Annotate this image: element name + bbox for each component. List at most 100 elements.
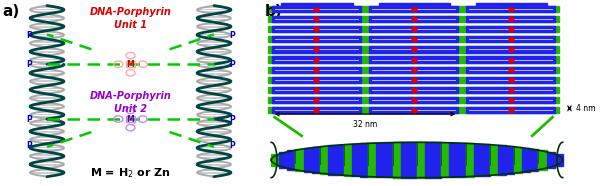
Text: P: P xyxy=(26,60,32,69)
Bar xyxy=(530,149,538,171)
Bar xyxy=(466,143,473,177)
Text: M: M xyxy=(127,115,134,124)
Bar xyxy=(369,67,458,73)
Bar xyxy=(268,87,559,93)
Bar xyxy=(466,46,556,52)
Bar xyxy=(498,145,506,175)
Bar xyxy=(554,154,563,166)
Text: P: P xyxy=(229,60,235,69)
Bar xyxy=(547,152,554,168)
Bar xyxy=(379,3,450,6)
Bar xyxy=(490,145,498,175)
Bar xyxy=(272,77,361,83)
Bar xyxy=(482,144,490,176)
Bar xyxy=(514,147,522,173)
Bar xyxy=(466,16,556,22)
Bar xyxy=(295,149,304,171)
Text: P: P xyxy=(229,31,235,40)
Bar xyxy=(476,3,547,6)
Bar xyxy=(392,142,401,177)
Bar xyxy=(304,148,311,172)
Bar xyxy=(344,144,352,176)
Bar xyxy=(466,87,556,93)
Bar xyxy=(369,77,458,83)
Bar xyxy=(369,87,458,93)
Text: P: P xyxy=(229,115,235,124)
Bar xyxy=(466,67,556,73)
Bar xyxy=(466,26,556,32)
Bar xyxy=(425,142,433,178)
Text: 4 nm: 4 nm xyxy=(576,104,596,113)
Bar xyxy=(401,142,409,178)
Bar xyxy=(466,107,556,113)
Bar xyxy=(272,87,361,93)
Text: M = H$_2$ or Zn: M = H$_2$ or Zn xyxy=(90,167,171,180)
Bar xyxy=(268,56,559,63)
Bar xyxy=(457,143,466,177)
Bar xyxy=(268,26,559,32)
Bar xyxy=(272,107,361,113)
Text: P: P xyxy=(26,115,32,124)
Bar xyxy=(272,56,361,63)
Bar xyxy=(352,144,360,176)
Bar xyxy=(271,154,279,166)
Bar xyxy=(272,46,361,52)
Text: 32 nm: 32 nm xyxy=(353,120,377,129)
Bar xyxy=(409,142,417,178)
Bar xyxy=(328,145,336,175)
Bar xyxy=(466,36,556,42)
Bar xyxy=(272,67,361,73)
Bar xyxy=(466,97,556,103)
Bar xyxy=(336,145,344,175)
Bar xyxy=(369,6,458,12)
Bar xyxy=(320,146,328,174)
Bar xyxy=(506,146,514,174)
Bar xyxy=(369,46,458,52)
Text: M: M xyxy=(127,60,134,69)
Bar xyxy=(441,142,449,177)
Bar xyxy=(287,150,295,170)
Bar xyxy=(376,143,385,177)
Text: DNA-Porphyrin
Unit 2: DNA-Porphyrin Unit 2 xyxy=(89,91,172,113)
Bar xyxy=(522,148,530,172)
Bar xyxy=(272,16,361,22)
Bar xyxy=(369,36,458,42)
Bar xyxy=(433,142,441,177)
Bar xyxy=(279,152,287,168)
Text: P: P xyxy=(229,141,235,150)
Bar xyxy=(369,16,458,22)
Bar xyxy=(417,142,425,178)
Bar xyxy=(268,67,559,73)
Bar xyxy=(369,107,458,113)
Bar xyxy=(369,97,458,103)
Text: b): b) xyxy=(265,4,282,19)
Bar xyxy=(268,97,559,103)
Bar xyxy=(311,147,320,173)
Bar xyxy=(466,56,556,63)
Bar xyxy=(368,143,376,177)
Bar xyxy=(268,46,559,52)
Bar xyxy=(473,144,482,176)
Bar xyxy=(268,36,559,42)
Bar xyxy=(369,26,458,32)
Bar xyxy=(268,77,559,83)
Bar xyxy=(538,150,547,170)
Bar xyxy=(268,16,559,22)
Text: P: P xyxy=(26,141,32,150)
Text: a): a) xyxy=(2,4,20,19)
Text: DNA-Porphyrin
Unit 1: DNA-Porphyrin Unit 1 xyxy=(89,7,172,30)
Bar xyxy=(268,107,559,113)
Bar xyxy=(272,97,361,103)
Bar xyxy=(466,6,556,12)
Bar xyxy=(369,56,458,63)
Bar xyxy=(449,143,457,177)
Bar xyxy=(360,143,368,177)
Bar xyxy=(272,36,361,42)
Bar xyxy=(385,142,392,177)
Bar xyxy=(272,26,361,32)
Bar xyxy=(268,6,559,12)
Text: P: P xyxy=(26,31,32,40)
Bar xyxy=(272,6,361,12)
Bar xyxy=(466,77,556,83)
Bar xyxy=(281,3,353,6)
